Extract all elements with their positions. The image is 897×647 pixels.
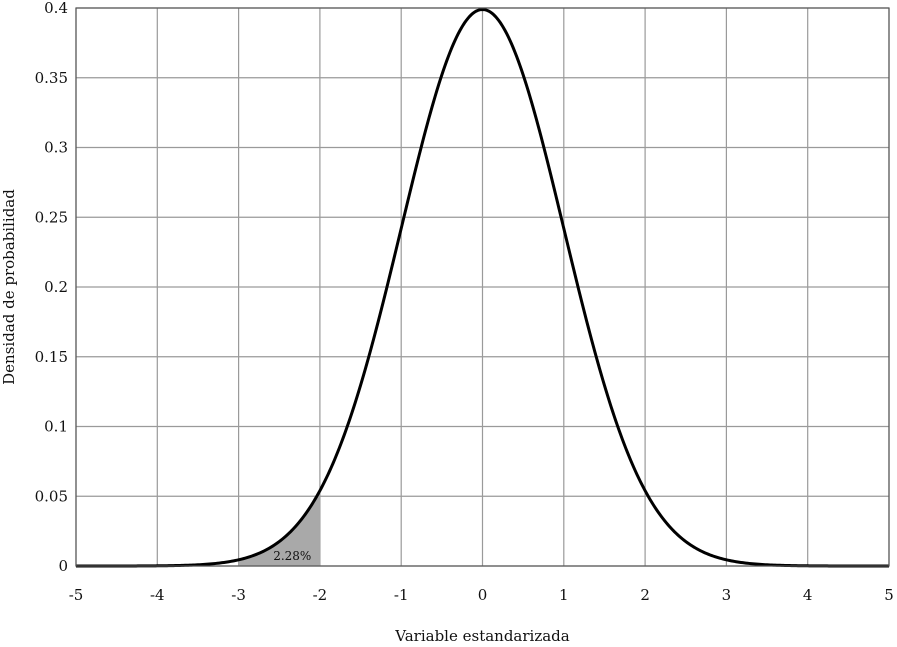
x-tick-label-7: 2 [640, 586, 650, 604]
x-tick-label-5: 0 [478, 586, 488, 604]
y-tick-label-1: 0.05 [35, 487, 68, 505]
shaded-area-group [238, 490, 320, 566]
x-tick-label-9: 4 [803, 586, 813, 604]
shaded-area [238, 490, 320, 566]
normal-curve-line [76, 7, 889, 568]
y-tick-label-6: 0.3 [44, 139, 68, 157]
curve-group [76, 7, 889, 568]
plot-frame [75, 7, 890, 567]
x-tick-labels: -5 -4 -3 -2 -1 0 1 2 3 4 5 [69, 586, 894, 604]
y-tick-label-5: 0.25 [35, 208, 68, 226]
x-tick-label-4: -1 [394, 586, 409, 604]
x-tick-label-8: 3 [722, 586, 732, 604]
x-tick-label-0: -5 [69, 586, 84, 604]
grid [75, 7, 890, 567]
x-tick-label-6: 1 [559, 586, 569, 604]
x-tick-label-3: -2 [313, 586, 328, 604]
plot-frame-group [75, 7, 890, 567]
y-axis-title: Densidad de probabilidad [0, 189, 18, 385]
y-tick-label-3: 0.15 [35, 348, 68, 366]
y-tick-label-2: 0.1 [44, 418, 68, 436]
y-tick-label-7: 0.35 [35, 69, 68, 87]
x-tick-label-2: -3 [231, 586, 246, 604]
y-tick-label-4: 0.2 [44, 278, 68, 296]
x-tick-label-1: -4 [150, 586, 165, 604]
x-axis-title: Variable estandarizada [394, 627, 570, 645]
x-tick-label-10: 5 [884, 586, 894, 604]
y-tick-label-8: 0.4 [44, 0, 68, 17]
shaded-area-label: 2.28% [273, 549, 311, 563]
y-tick-labels: 0 0.05 0.1 0.15 0.2 0.25 0.3 0.35 0.4 [35, 0, 68, 575]
y-tick-label-0: 0 [58, 557, 68, 575]
